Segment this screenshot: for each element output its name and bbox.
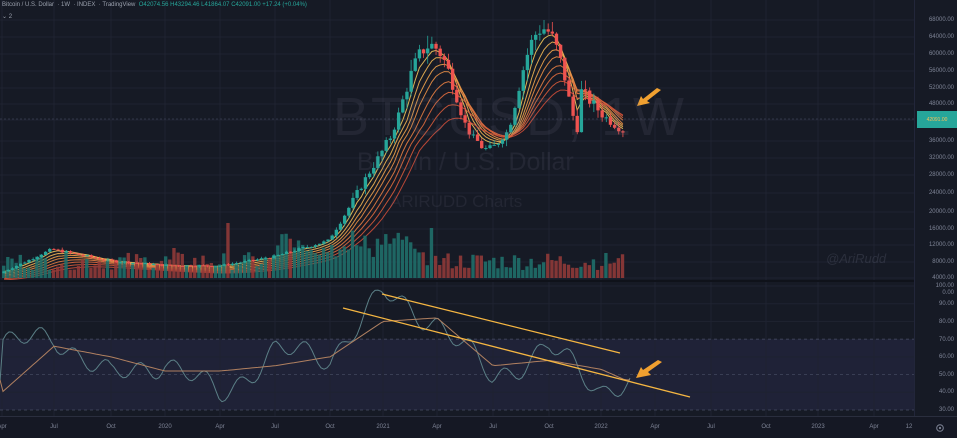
source: TradingView	[102, 2, 136, 8]
time-tick-label: 2023	[811, 424, 825, 430]
price-axis[interactable]: 7 USD ⌄ 68000.0064000.0060000.0056000.00…	[914, 0, 957, 416]
rsi-tick-label: 70.00	[938, 337, 954, 343]
price-tick-label: 52000.00	[928, 85, 954, 91]
timezone-hint[interactable]: 12	[905, 424, 913, 430]
time-tick-label: 2020	[158, 424, 172, 430]
time-tick-label: Apr	[869, 424, 879, 430]
price-tick-label: 60000.00	[928, 51, 954, 57]
rsi-tick-label: 80.00	[938, 319, 954, 325]
high-value: H43294.46	[170, 2, 200, 8]
time-tick-label: Apr	[432, 424, 442, 430]
price-chart[interactable]	[0, 0, 914, 280]
time-tick-label: Apr	[215, 424, 225, 430]
change-value: +17.24 (+0.04%)	[262, 2, 307, 8]
time-tick-label: 2021	[376, 424, 390, 430]
watermark-handle: @AriRudd	[826, 251, 887, 266]
time-tick-label: Oct	[544, 424, 554, 430]
annotation-arrow-icon	[637, 88, 661, 106]
price-tick-label: 0.00	[942, 290, 954, 296]
gear-icon[interactable]	[935, 423, 945, 433]
rsi-tick-label: 40.00	[938, 389, 954, 395]
trendline-lower	[342, 307, 691, 398]
price-tick-label: 12000.00	[928, 242, 954, 248]
volume-bars	[2, 223, 625, 278]
chart-plot-area[interactable]	[0, 0, 914, 416]
price-tick-label: 24000.00	[928, 190, 954, 196]
price-tick-label: 16000.00	[928, 226, 954, 232]
trendline-upper	[381, 293, 621, 354]
price-tick-label: 36000.00	[928, 138, 954, 144]
close-value: C42091.00	[231, 2, 261, 8]
rsi-ma-line	[0, 317, 630, 393]
rsi-tick-label: 90.00	[938, 301, 954, 307]
time-tick-label: Jul	[271, 424, 279, 430]
time-tick-label: Oct	[106, 424, 116, 430]
rsi-tick-label: 50.00	[938, 372, 954, 378]
ema-ribbon	[4, 34, 624, 280]
rsi-chart[interactable]	[0, 282, 914, 416]
indicator-toggle[interactable]: ⌄ 2	[2, 14, 13, 20]
rsi-tick-label: 60.00	[938, 354, 954, 360]
price-pane[interactable]	[0, 0, 914, 280]
low-value: L41864.07	[201, 2, 230, 8]
symbol-name[interactable]: Bitcoin / U.S. Dollar	[2, 2, 55, 8]
time-tick-label: 2022	[594, 424, 608, 430]
open-value: O42074.56	[138, 2, 169, 8]
candlesticks	[2, 20, 625, 274]
price-tick-label: 64000.00	[928, 34, 954, 40]
interval[interactable]: 1W	[61, 2, 71, 8]
annotation-arrow-icon	[636, 360, 662, 378]
pane-separator[interactable]	[0, 280, 957, 282]
exchange: INDEX	[77, 2, 96, 8]
rsi-pane[interactable]	[0, 282, 914, 416]
price-tick-label: 56000.00	[928, 68, 954, 74]
last-price-label: 42091.00	[917, 111, 957, 128]
rsi-tick-label: 30.00	[938, 407, 954, 413]
symbol-legend[interactable]: Bitcoin / U.S. Dollar · 1W · INDEX · Tra…	[2, 2, 307, 8]
price-tick-label: 48000.00	[928, 101, 954, 107]
time-tick-label: Jul	[489, 424, 497, 430]
price-tick-label: 8000.00	[932, 259, 954, 265]
rsi-line	[0, 289, 631, 403]
time-axis[interactable]: Apr Jul Oct 2020 Apr Jul Oct 2021 Apr Jul Oct 2022 A…	[0, 416, 957, 438]
price-tick-label: 28000.00	[928, 172, 954, 178]
rsi-tick-label: 100.00	[935, 283, 954, 289]
price-tick-label: 68000.00	[928, 17, 954, 23]
price-tick-label: 20000.00	[928, 209, 954, 215]
time-tick-label: Apr	[0, 424, 7, 430]
price-tick-label: 4000.00	[932, 275, 954, 281]
time-tick-label: Apr	[650, 424, 660, 430]
time-tick-label: Oct	[325, 424, 335, 430]
time-tick-label: Jul	[707, 424, 715, 430]
time-tick-label: Jul	[50, 424, 58, 430]
price-tick-label: 32000.00	[928, 155, 954, 161]
time-tick-label: Oct	[761, 424, 771, 430]
